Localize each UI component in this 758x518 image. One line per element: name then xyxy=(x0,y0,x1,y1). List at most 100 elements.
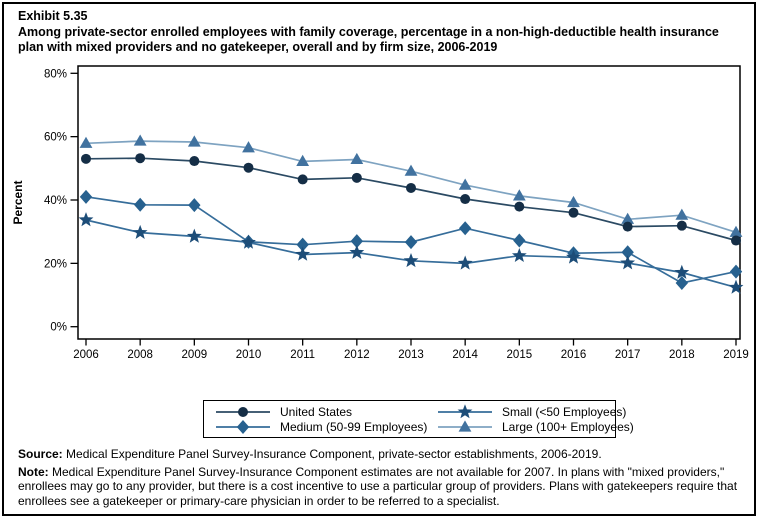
diamond-marker xyxy=(404,235,418,250)
header: Exhibit 5.35 Among private-sector enroll… xyxy=(18,9,730,55)
plot-border xyxy=(77,65,741,340)
star-marker xyxy=(620,255,636,270)
circle-marker xyxy=(406,182,416,193)
x-tick-label: 2016 xyxy=(561,349,587,361)
circle-marker xyxy=(568,207,579,218)
diamond-legend-swatch xyxy=(216,419,270,434)
x-tick-label: 2018 xyxy=(669,349,695,361)
diamond-marker xyxy=(513,233,526,248)
triangle-marker xyxy=(187,135,201,147)
star-marker xyxy=(403,253,419,268)
star-marker xyxy=(511,247,527,263)
x-tick-label: 2015 xyxy=(507,349,533,361)
x-tick-label: 2019 xyxy=(723,349,749,361)
circle-marker xyxy=(460,194,471,205)
circle-marker xyxy=(622,221,633,232)
diamond-marker xyxy=(236,419,250,434)
source-label: Source: xyxy=(18,447,63,461)
star-marker xyxy=(349,244,365,259)
series-small-50-employees xyxy=(78,212,744,294)
star-marker xyxy=(457,255,473,270)
x-tick-label: 2009 xyxy=(182,349,208,361)
chart-legend: United States Small (<50 Employees) Medium… xyxy=(203,400,634,438)
triangle-marker xyxy=(242,141,255,153)
line-chart: 0%20%40%60%80%2006 2008 2009 2010 2011 2012 20… xyxy=(11,65,749,361)
legend-label: United States xyxy=(280,404,353,419)
source-line: Source: Medical Expenditure Panel Survey… xyxy=(18,447,742,462)
exhibit-number: Exhibit 5.35 xyxy=(18,9,88,23)
circle-marker xyxy=(189,156,200,167)
legend-item-large-100-employees: Large (100+ Employees) xyxy=(436,419,634,434)
star-marker xyxy=(457,403,473,418)
diamond-marker xyxy=(296,237,309,252)
circle-marker xyxy=(243,162,254,173)
legend-item-small-50-employees: Small (<50 Employees) xyxy=(436,403,634,419)
triangle-marker xyxy=(512,189,526,201)
y-tick-label: 20% xyxy=(44,258,67,270)
diamond-marker xyxy=(133,197,147,212)
circle-marker xyxy=(731,235,741,246)
x-tick-label: 2014 xyxy=(452,349,478,361)
star-marker xyxy=(78,212,94,227)
legend-label: Medium (50-99 Employees) xyxy=(280,419,428,434)
x-tick-label: 2017 xyxy=(615,349,641,361)
y-axis: 0% 20% 40% 60% 80% xyxy=(44,68,78,334)
triangle-marker xyxy=(621,212,635,224)
circle-legend-swatch xyxy=(216,406,270,417)
star-marker xyxy=(132,224,148,239)
diamond-marker xyxy=(729,264,743,279)
diamond-marker xyxy=(675,275,689,290)
series-large-100-employees xyxy=(79,134,743,237)
triangle-marker xyxy=(404,164,418,176)
y-tick-label: 60% xyxy=(44,132,67,144)
star-legend-swatch xyxy=(438,403,492,418)
y-tick-label: 0% xyxy=(50,322,67,334)
star-marker xyxy=(295,246,311,261)
circle-marker xyxy=(135,153,146,164)
series-united-states xyxy=(81,153,741,246)
star-marker xyxy=(728,279,744,294)
series-medium-50-99-employees xyxy=(79,189,743,290)
triangle-marker xyxy=(567,195,580,208)
triangle-legend-swatch xyxy=(438,419,492,432)
circle-marker xyxy=(297,174,308,185)
triangle-marker xyxy=(458,178,472,190)
page-title: Among private-sector enrolled employees … xyxy=(18,25,719,54)
star-marker xyxy=(566,249,581,264)
triangle-marker xyxy=(675,208,689,220)
legend-item-medium-50-99-employees: Medium (50-99 Employees) xyxy=(214,419,436,434)
triangle-marker xyxy=(350,152,364,165)
triangle-marker xyxy=(729,225,743,237)
y-tick-label: 80% xyxy=(44,68,67,80)
triangle-marker xyxy=(296,154,310,166)
y-tick-label: 40% xyxy=(44,195,67,207)
triangle-marker xyxy=(79,136,93,148)
legend-item-united-states: United States xyxy=(214,404,436,419)
diamond-marker xyxy=(79,189,93,204)
circle-marker xyxy=(676,220,687,231)
diamond-marker xyxy=(350,234,364,249)
source-text: Medical Expenditure Panel Survey-Insuran… xyxy=(66,447,602,461)
diamond-marker xyxy=(458,221,472,236)
y-axis-title: Percent xyxy=(11,180,25,224)
x-tick-label: 2013 xyxy=(398,349,424,361)
footer: Source: Medical Expenditure Panel Survey… xyxy=(18,447,742,508)
circle-marker xyxy=(351,172,362,183)
x-tick-label: 2012 xyxy=(344,349,370,361)
star-marker xyxy=(241,234,256,249)
x-axis: 2006 2008 2009 2010 2011 2012 2013 2014 2015 2016… xyxy=(73,339,749,361)
x-tick-label: 2010 xyxy=(236,349,262,361)
x-tick-label: 2008 xyxy=(127,349,153,361)
legend-label: Small (<50 Employees) xyxy=(502,404,627,419)
circle-marker xyxy=(81,153,91,164)
circle-marker xyxy=(238,406,248,417)
note-line: Note: Medical Expenditure Panel Survey-I… xyxy=(18,465,742,509)
x-tick-label: 2006 xyxy=(73,349,99,361)
triangle-marker xyxy=(458,419,472,432)
circle-marker xyxy=(514,201,525,212)
x-tick-label: 2011 xyxy=(290,349,315,361)
star-marker xyxy=(186,228,202,243)
diamond-marker xyxy=(188,198,201,213)
diamond-marker xyxy=(621,245,634,260)
